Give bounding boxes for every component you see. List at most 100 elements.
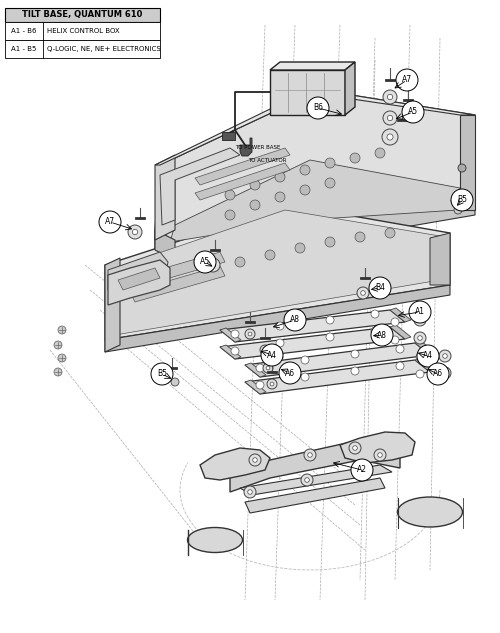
Circle shape bbox=[295, 243, 305, 253]
Circle shape bbox=[325, 237, 335, 247]
Circle shape bbox=[231, 347, 239, 355]
Circle shape bbox=[382, 129, 398, 145]
Text: A7: A7 bbox=[105, 218, 115, 227]
Polygon shape bbox=[245, 343, 430, 377]
Circle shape bbox=[235, 257, 245, 267]
Polygon shape bbox=[105, 258, 120, 352]
Circle shape bbox=[371, 327, 379, 335]
Polygon shape bbox=[340, 432, 415, 463]
Circle shape bbox=[388, 94, 392, 99]
Circle shape bbox=[171, 378, 179, 386]
Circle shape bbox=[439, 367, 451, 379]
Polygon shape bbox=[108, 260, 170, 305]
Text: A8: A8 bbox=[290, 315, 300, 325]
Circle shape bbox=[206, 258, 220, 272]
Circle shape bbox=[414, 332, 426, 344]
Text: A7: A7 bbox=[402, 75, 412, 84]
Circle shape bbox=[128, 225, 142, 239]
Text: A2: A2 bbox=[357, 465, 367, 475]
Circle shape bbox=[244, 486, 256, 498]
Polygon shape bbox=[130, 266, 225, 302]
Circle shape bbox=[248, 332, 252, 336]
Polygon shape bbox=[270, 70, 345, 115]
Circle shape bbox=[301, 356, 309, 364]
Polygon shape bbox=[220, 328, 241, 342]
Circle shape bbox=[301, 474, 313, 486]
Circle shape bbox=[458, 164, 466, 172]
Circle shape bbox=[263, 363, 273, 373]
FancyBboxPatch shape bbox=[5, 22, 160, 40]
Polygon shape bbox=[155, 230, 175, 260]
Circle shape bbox=[416, 370, 424, 378]
Circle shape bbox=[409, 301, 431, 323]
Polygon shape bbox=[130, 252, 225, 288]
Circle shape bbox=[231, 330, 239, 338]
Polygon shape bbox=[390, 325, 411, 339]
Polygon shape bbox=[222, 132, 235, 140]
Text: TO POWER BASE: TO POWER BASE bbox=[235, 145, 281, 150]
Circle shape bbox=[418, 318, 422, 322]
Circle shape bbox=[391, 336, 399, 344]
Text: Q-LOGIC, NE, NE+ ELECTRONICS: Q-LOGIC, NE, NE+ ELECTRONICS bbox=[47, 46, 161, 52]
Text: TILT BASE, QUANTUM 610: TILT BASE, QUANTUM 610 bbox=[22, 11, 142, 20]
Text: A4: A4 bbox=[423, 351, 433, 361]
Polygon shape bbox=[245, 363, 266, 377]
Polygon shape bbox=[195, 148, 290, 185]
Circle shape bbox=[417, 345, 439, 367]
Circle shape bbox=[250, 200, 260, 210]
Polygon shape bbox=[270, 62, 355, 70]
Circle shape bbox=[352, 446, 358, 450]
Circle shape bbox=[301, 373, 309, 381]
Text: A8: A8 bbox=[377, 330, 387, 339]
Circle shape bbox=[378, 453, 382, 457]
Polygon shape bbox=[118, 268, 160, 290]
Circle shape bbox=[261, 344, 283, 366]
Text: A6: A6 bbox=[433, 370, 443, 379]
Circle shape bbox=[387, 134, 393, 140]
Circle shape bbox=[385, 228, 395, 238]
Circle shape bbox=[265, 250, 275, 260]
Polygon shape bbox=[155, 155, 175, 240]
Circle shape bbox=[360, 291, 366, 295]
Circle shape bbox=[325, 158, 335, 168]
Text: A5: A5 bbox=[200, 258, 210, 266]
Circle shape bbox=[396, 362, 404, 370]
Text: B5: B5 bbox=[157, 370, 167, 379]
Circle shape bbox=[354, 464, 366, 476]
Polygon shape bbox=[155, 195, 475, 270]
Circle shape bbox=[383, 111, 397, 125]
Polygon shape bbox=[220, 345, 241, 359]
Text: A5: A5 bbox=[408, 108, 418, 116]
Polygon shape bbox=[430, 233, 450, 285]
Circle shape bbox=[325, 178, 335, 188]
Circle shape bbox=[308, 453, 312, 457]
Circle shape bbox=[210, 262, 216, 268]
Text: A1 - B6: A1 - B6 bbox=[11, 28, 37, 34]
Circle shape bbox=[416, 353, 424, 361]
FancyBboxPatch shape bbox=[5, 8, 160, 22]
Circle shape bbox=[414, 314, 426, 326]
Circle shape bbox=[279, 362, 301, 384]
Circle shape bbox=[99, 211, 121, 233]
Circle shape bbox=[276, 339, 284, 347]
Polygon shape bbox=[155, 90, 475, 250]
Circle shape bbox=[351, 350, 359, 358]
Circle shape bbox=[442, 354, 448, 358]
Polygon shape bbox=[195, 163, 290, 200]
Circle shape bbox=[205, 265, 215, 275]
Circle shape bbox=[427, 363, 449, 385]
Polygon shape bbox=[220, 310, 405, 342]
Circle shape bbox=[454, 206, 462, 214]
Circle shape bbox=[357, 287, 369, 299]
Text: B6: B6 bbox=[313, 104, 323, 113]
Circle shape bbox=[250, 180, 260, 190]
Circle shape bbox=[351, 459, 373, 481]
Circle shape bbox=[439, 350, 451, 362]
Circle shape bbox=[371, 310, 379, 318]
Polygon shape bbox=[240, 138, 252, 156]
Text: TO ACTUATOR: TO ACTUATOR bbox=[248, 158, 286, 163]
Text: B5: B5 bbox=[457, 196, 467, 204]
Text: A4: A4 bbox=[267, 351, 277, 360]
Circle shape bbox=[375, 148, 385, 158]
Polygon shape bbox=[245, 360, 430, 394]
